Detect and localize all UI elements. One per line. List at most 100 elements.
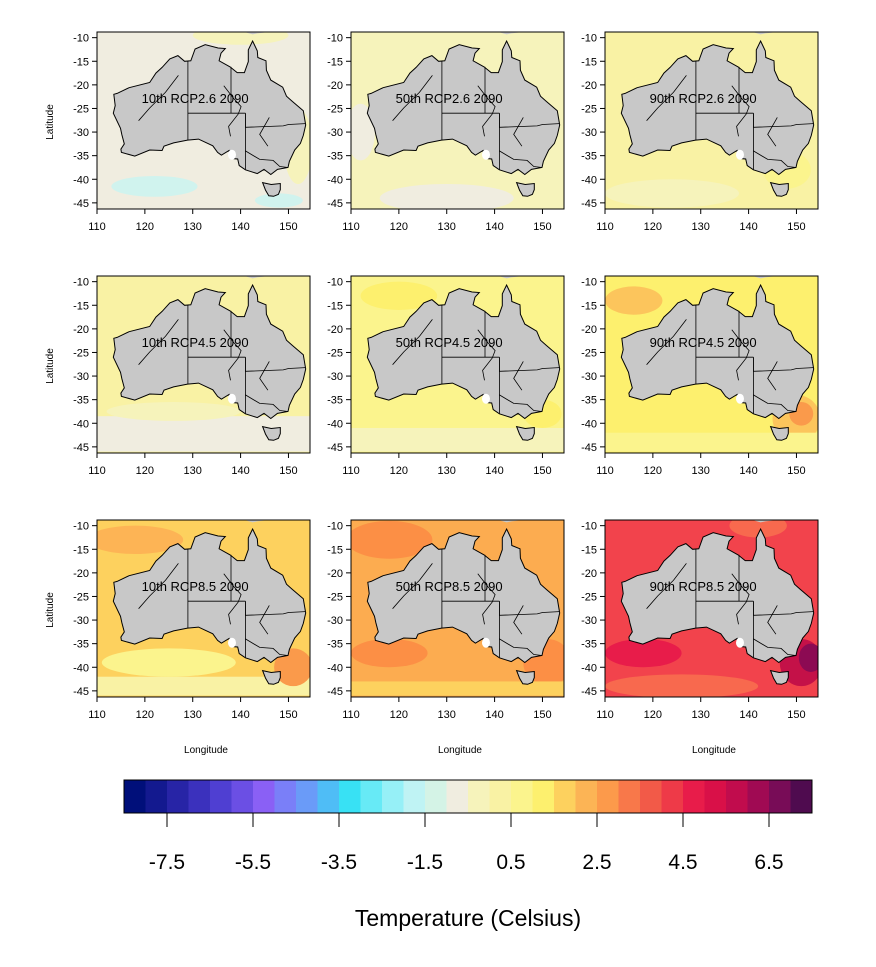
y-tick-label: -45 [327,442,343,454]
y-tick-label: -40 [581,174,597,186]
x-tick-label: 120 [136,709,154,721]
colorbar-cell [403,780,426,813]
x-tick-label: 110 [596,465,614,477]
png-landmass [244,32,270,35]
colorbar-cell [575,780,598,813]
y-tick-label: -10 [327,277,343,289]
y-tick-label: -40 [73,174,89,186]
x-tick-label: 140 [739,709,757,721]
gulf-patch [227,637,236,648]
colorbar-cell [382,780,404,813]
colorbar-cell [618,780,641,813]
colorbar-cell [597,780,619,813]
x-tick-label: 110 [88,465,106,477]
y-tick-label: -35 [73,395,89,407]
map-panel: 10th RCP2.6 2090 -10 -15 -20 -25 -30 -35 -40 -45… [73,31,311,233]
gulf-patch [735,393,744,404]
y-tick-label: -15 [73,300,89,312]
temperature-patch [351,103,375,161]
latitude-label-row-1: Latitude [45,104,56,140]
colorbar-cell [661,780,684,813]
y-tick-label: -20 [73,324,89,336]
colorbar-cell [468,780,490,813]
png-landmass [498,276,524,279]
map-panel: 90th RCP8.5 2090 -10 -15 -20 -25 -30 -35 -40 -45… [581,519,819,721]
png-landmass [498,32,524,35]
x-tick-label: 130 [438,221,456,233]
border-line [392,319,433,365]
gulf-patch [481,393,490,404]
temperature-patch [274,648,310,687]
australia-landmass [620,283,815,420]
gulf-patch [227,393,236,404]
x-tick-label: 140 [231,465,249,477]
gulf-patch [481,637,490,648]
x-tick-label: 130 [184,221,202,233]
panel-label: 50th RCP2.6 2090 [396,91,503,106]
map-panel: 50th RCP2.6 2090 -10 -15 -20 -25 -30 -35 -40 -45… [327,31,565,233]
y-tick-label: -40 [327,662,343,674]
border-line [138,75,179,121]
x-tick-label: 110 [342,465,360,477]
y-tick-label: -20 [327,324,343,336]
australia-landmass [366,283,561,420]
temperature-band [97,676,310,696]
panel-label: 90th RCP8.5 2090 [650,579,757,594]
border-line [499,150,543,168]
y-tick-label: -10 [73,33,89,45]
border-line [223,85,242,137]
x-tick-label: 110 [342,709,360,721]
border-line [223,573,242,625]
x-tick-label: 110 [596,221,614,233]
colorbar-cell [145,780,168,813]
colorbar-cell [511,780,533,813]
y-tick-label: -30 [73,615,89,627]
colorbar-cell [532,780,555,813]
map-panel: 90th RCP4.5 2090 -10 -15 -20 -25 -30 -35 -40 -45… [581,275,819,477]
x-tick-label: 120 [390,221,408,233]
temperature-patch [111,175,198,197]
x-tick-label: 150 [533,221,551,233]
y-tick-label: -35 [73,151,89,163]
longitude-label-col-3: Longitude [692,745,736,756]
y-tick-label: -10 [581,33,597,45]
colorbar-cell [425,780,447,813]
panel-frame [350,275,565,454]
colorbar-cell [296,780,318,813]
x-tick-label: 130 [438,709,456,721]
y-tick-label: -20 [581,80,597,92]
y-tick-label: -25 [327,103,343,115]
border-line [646,319,687,365]
map-field [605,520,818,697]
border-line [513,605,524,635]
tasmania-landmass [769,181,789,197]
border-line [259,361,270,391]
colorbar-cell [446,780,469,813]
x-tick-label: 140 [231,709,249,721]
map-field [97,520,310,697]
y-tick-label: -40 [73,662,89,674]
border-line [392,563,433,609]
panel-frame [350,31,565,210]
map-panel: 10th RCP4.5 2090 -10 -15 -20 -25 -30 -35 -40 -45… [73,275,311,477]
y-tick-label: -10 [73,277,89,289]
y-tick-label: -30 [581,371,597,383]
tasmania-landmass [515,425,535,441]
x-tick-label: 140 [485,465,503,477]
x-tick-label: 120 [390,709,408,721]
x-tick-label: 140 [739,221,757,233]
png-landmass [752,520,778,523]
y-tick-label: -30 [73,127,89,139]
border-line [245,150,289,168]
longitude-label-col-1: Longitude [184,745,228,756]
border-line [767,361,778,391]
y-tick-label: -40 [327,174,343,186]
map-field [605,276,818,453]
y-tick-label: -35 [327,639,343,651]
y-tick-label: -35 [581,639,597,651]
x-tick-label: 120 [136,221,154,233]
australia-landmass [620,39,815,176]
x-tick-label: 110 [342,221,360,233]
border-line [499,394,543,412]
